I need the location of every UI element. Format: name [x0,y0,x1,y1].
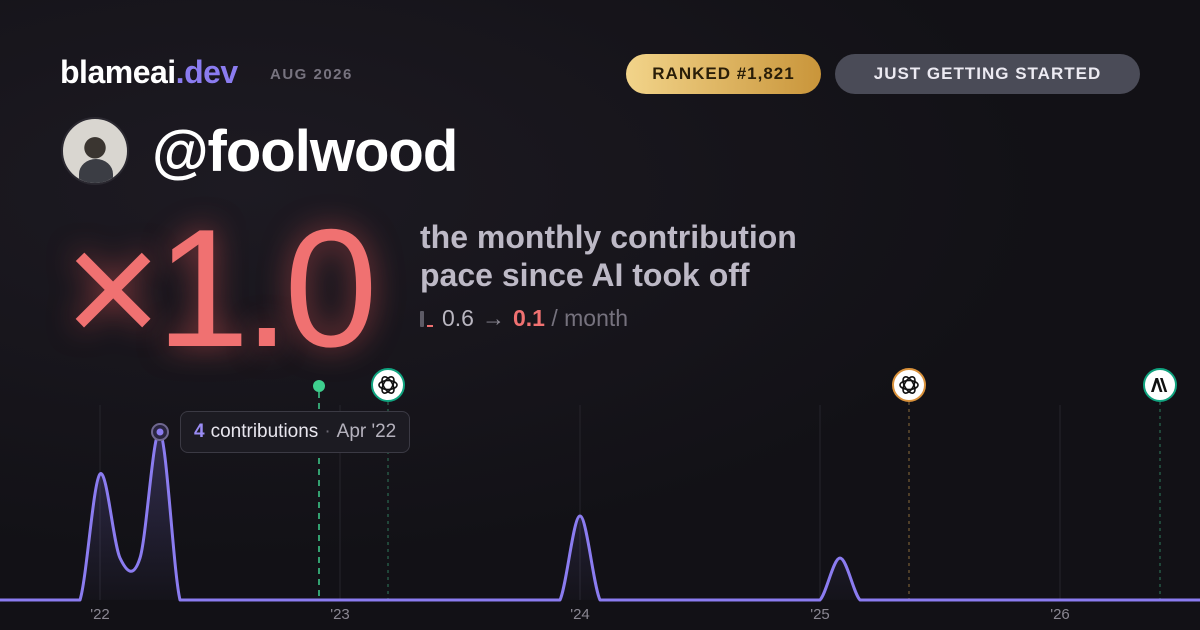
pace-before: 0.6 [442,305,474,331]
x-tick-label: '23 [330,606,350,623]
x-tick-label: '26 [1050,606,1070,623]
openai-icon [892,368,926,402]
tooltip-label: contributions [210,421,319,442]
x-tick-label: '25 [810,606,830,623]
pace-unit: / month [551,305,629,331]
description: the monthly contribution pace since AI t… [420,219,797,293]
date: AUG 2026 [270,66,353,83]
event-dot [313,380,325,392]
x-tick-label: '22 [90,606,110,623]
pace-icon [420,309,433,329]
pace: 0.6 → 0.1 / month [420,305,628,332]
username: @foolwood [152,119,458,184]
peak-dot [156,428,164,436]
pace-after: 0.1 [512,305,545,331]
brand: blameai.dev [60,54,238,91]
tooltip-sep: · [324,421,331,442]
line [0,430,1200,602]
brand-tld: .dev [175,54,239,90]
status-badge: JUST GETTING STARTED [835,54,1140,94]
brand-name: blameai [60,54,176,90]
avatar [61,117,129,185]
area [0,431,1200,600]
tooltip-date: Apr '22 [336,421,397,442]
anthropic-icon [1143,368,1177,402]
openai-icon [371,368,405,402]
pace-arrow: → [481,305,505,331]
x-tick-label: '24 [570,606,590,623]
tooltip-value: 4 [194,421,205,442]
multiplier: ×1.0 [64,194,378,382]
tooltip: 4 contributions · Apr '22 [180,411,411,453]
rank-badge: RANKED #1,821 [626,54,821,94]
